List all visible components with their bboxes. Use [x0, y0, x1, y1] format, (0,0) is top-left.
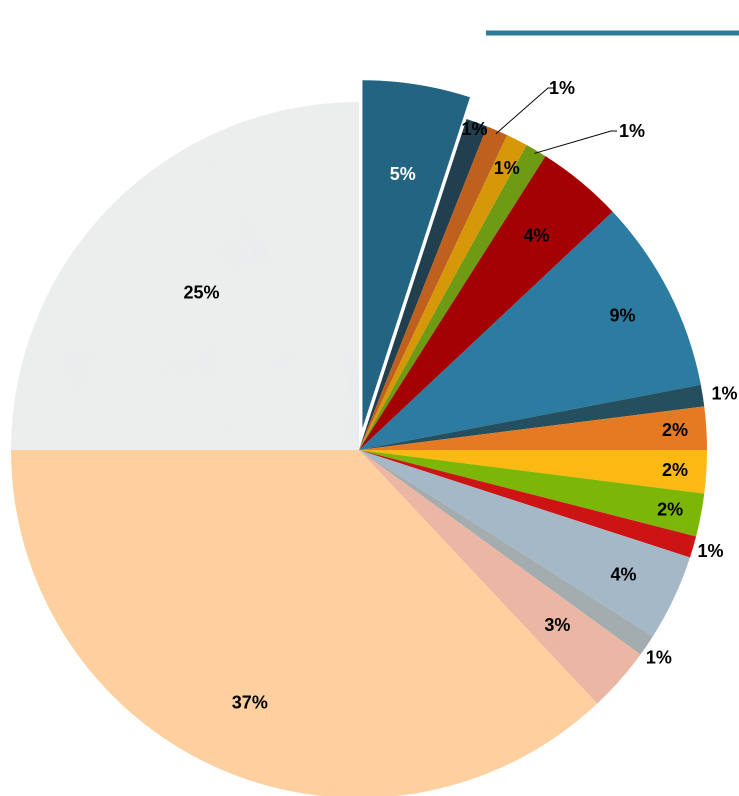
data-label-17: 25%	[183, 283, 219, 303]
pie-slice-14	[359, 450, 653, 655]
data-label-13: 4%	[610, 564, 636, 584]
data-label-15: 3%	[544, 615, 570, 635]
data-label-3: 1%	[549, 78, 575, 98]
pie-slice-3	[359, 126, 508, 451]
data-label-5: 1%	[619, 121, 645, 141]
data-label-4: 1%	[494, 158, 520, 178]
pie-slice-17	[11, 102, 359, 450]
pie-slice-11	[359, 450, 705, 537]
pie-slice-2	[359, 119, 488, 450]
data-label-10: 2%	[662, 460, 688, 480]
pie-slice-4	[359, 135, 527, 450]
data-label-12: 1%	[698, 541, 724, 561]
data-label-16: 37%	[232, 692, 268, 712]
label-connector-5	[534, 130, 617, 154]
pie-slice-5	[359, 145, 546, 450]
data-label-9: 2%	[662, 420, 688, 440]
pie-slice-15	[359, 450, 641, 704]
pie-slice-16	[11, 450, 598, 796]
pie-slice-1	[362, 80, 470, 429]
pie-slice-9	[359, 406, 707, 450]
data-label-11: 2%	[657, 499, 683, 519]
data-label-8: 1%	[711, 383, 737, 403]
data-label-2: 1%	[462, 119, 488, 139]
pie-slice-8	[359, 384, 705, 450]
data-label-6: 4%	[523, 225, 549, 245]
data-label-14: 1%	[646, 648, 672, 668]
pie-slice-13	[359, 450, 690, 637]
pie-slice-10	[359, 450, 707, 494]
label-connector-3	[495, 87, 554, 135]
pie-slice-7	[359, 211, 701, 450]
data-label-1: 5%	[390, 164, 416, 184]
data-label-7: 9%	[610, 306, 636, 326]
pie-slice-12	[359, 450, 697, 558]
pie-slice-6	[359, 156, 613, 450]
